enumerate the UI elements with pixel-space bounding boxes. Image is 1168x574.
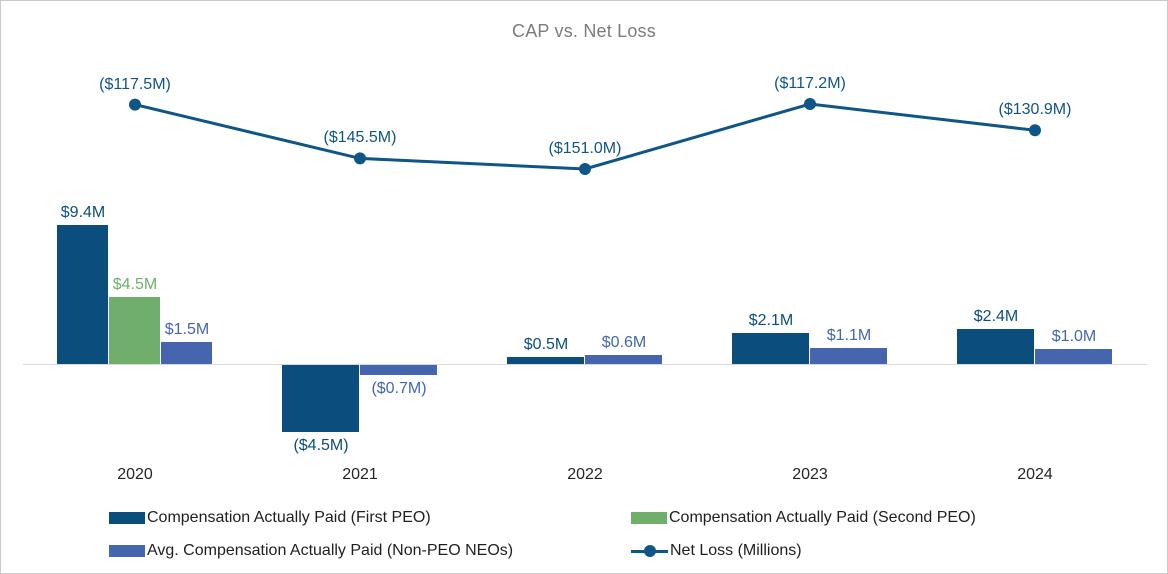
bar-label-cap-second-peo-2020: $4.5M [112,276,158,294]
bar-label-avg-cap-non-peo-neos-2022: $0.6M [601,334,647,352]
bar-cap-first-peo-2023 [732,332,809,364]
bar-label-cap-first-peo-2024: $2.4M [973,307,1019,325]
line-label-2021: ($145.5M) [323,129,397,147]
bar-avg-cap-non-peo-neos-2022 [585,355,662,364]
line-label-2023: ($117.2M) [774,75,846,92]
bar-label-cap-first-peo-2023: $2.1M [748,311,794,329]
legend-item-cap-second-peo: Compensation Actually Paid (Second PEO) [631,509,976,527]
bar-label-avg-cap-non-peo-neos-2024: $1.0M [1051,328,1097,346]
bar-label-avg-cap-non-peo-neos-2020: $1.5M [164,320,210,338]
legend-label-avg-cap-non-peo-neos: Avg. Compensation Actually Paid (Non-PEO… [147,542,514,559]
x-axis-label-2020: 2020 [117,466,153,483]
legend-swatch-cap-first-peo [109,512,145,524]
bar-cap-first-peo-2024 [957,328,1034,364]
bar-label-cap-first-peo-2022: $0.5M [523,335,569,353]
net-loss-marker-2020 [129,98,141,111]
bar-cap-first-peo-2021 [282,365,359,432]
legend-swatch-cap-second-peo [631,512,667,524]
legend-swatch-avg-cap-non-peo-neos [109,545,145,557]
bar-cap-first-peo-2022 [507,356,584,364]
net-loss-marker-2023 [804,98,816,110]
x-axis-label-2021: 2021 [342,466,378,483]
legend-item-cap-first-peo: Compensation Actually Paid (First PEO) [109,509,431,527]
x-axis-label-2023: 2023 [792,466,828,483]
legend-item-avg-cap-non-peo-neos: Avg. Compensation Actually Paid (Non-PEO… [109,542,513,560]
bar-label-avg-cap-non-peo-neos-2023: $1.1M [826,326,872,344]
line-label-2024: ($130.9M) [998,101,1072,119]
x-axis-line [23,364,1147,365]
net-loss-line-marker-icon [631,545,668,557]
legend-label-net-loss: Net Loss (Millions) [670,542,802,559]
chart-title: CAP vs. Net Loss [512,21,656,41]
bar-label-avg-cap-non-peo-neos-2021: ($0.7M) [371,380,427,398]
net-loss-marker-2021 [354,152,366,165]
net-loss-line [134,102,1036,171]
bar-avg-cap-non-peo-neos-2021 [360,365,437,376]
legend-label-cap-second-peo: Compensation Actually Paid (Second PEO) [669,509,976,526]
bar-cap-second-peo-2020 [109,297,160,364]
bar-label-cap-first-peo-2020: $9.4M [60,203,106,221]
net-loss-dot-icon [643,545,656,557]
net-loss-marker-2022 [579,163,591,175]
line-label-2022: ($151.0M) [548,140,622,157]
bar-cap-first-peo-2020 [57,224,108,364]
x-axis-label-2022: 2022 [567,466,603,483]
legend-item-net-loss: Net Loss (Millions) [631,542,802,560]
x-axis-label-2024: 2024 [1017,466,1053,483]
bar-avg-cap-non-peo-neos-2020 [161,341,212,364]
bar-avg-cap-non-peo-neos-2024 [1035,349,1112,364]
net-loss-marker-2024 [1029,124,1041,137]
legend-label-cap-first-peo: Compensation Actually Paid (First PEO) [147,509,431,526]
bar-avg-cap-non-peo-neos-2023 [810,347,887,364]
line-label-2020: ($117.5M) [99,75,171,93]
bar-label-cap-first-peo-2021: ($4.5M) [293,436,349,454]
